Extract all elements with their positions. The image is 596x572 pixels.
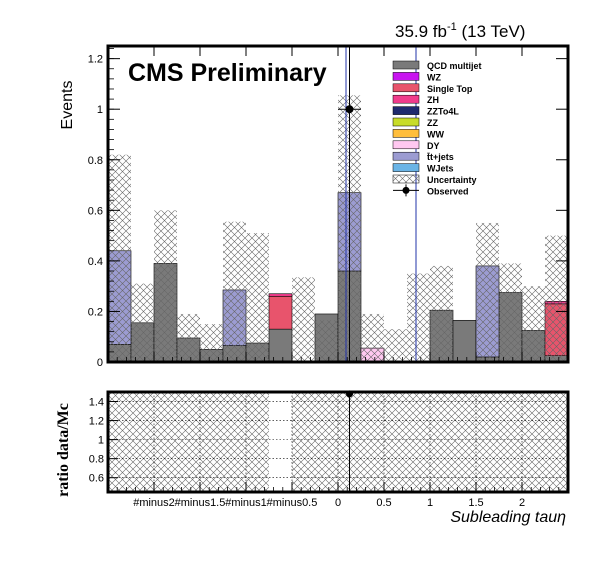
uncertainty-band-14 xyxy=(430,265,453,362)
uncertainty-band-1 xyxy=(131,283,154,362)
uncertainty-band-11 xyxy=(361,313,384,362)
legend-label-2: Single Top xyxy=(427,84,473,94)
x-axis-title: Subleading tauη xyxy=(450,509,566,526)
bar-3-7 xyxy=(268,293,293,297)
legend-swatch-8 xyxy=(392,151,420,161)
legend-label-1: WZ xyxy=(427,72,441,82)
uncertainty-band-2 xyxy=(154,210,177,362)
x-tick-label-8: 2 xyxy=(519,497,525,509)
legend-swatch-4 xyxy=(392,106,420,115)
ratio-y-tick-label-4: 1.4 xyxy=(89,397,104,409)
y-tick-label-5: 1 xyxy=(97,104,103,116)
y-tick-label-0: 0 xyxy=(97,357,103,369)
uncertainty-band-3 xyxy=(177,313,200,362)
legend-swatch-1 xyxy=(392,72,420,81)
ratio-y-tick-label-2: 1 xyxy=(98,435,104,447)
y-axis-title: Events xyxy=(59,81,76,130)
ratio-y-tick-label-1: 0.8 xyxy=(89,454,104,466)
uncertainty-band-0 xyxy=(108,154,131,362)
x-tick-label-5: 0.5 xyxy=(376,497,391,509)
lumi-label: 35.9 fb-1 (13 TeV) xyxy=(395,21,525,41)
ratio-plot: 0.6 0.8 1 1.2 1.4 #minus2 #minus1.5 #minus1 #min… xyxy=(89,390,570,509)
uncertainty-band-5 xyxy=(223,221,246,362)
legend-label-5: ZZ xyxy=(427,118,438,128)
x-tick-label-3: #minus0.5 xyxy=(267,497,318,509)
y-tick-label-6: 1.2 xyxy=(88,54,103,66)
y-tick-label-4: 0.8 xyxy=(88,155,103,167)
uncertainty-band-4 xyxy=(200,324,223,362)
legend-label-10: Uncertainty xyxy=(427,175,477,185)
ratio-y-tick-label-3: 1.2 xyxy=(89,416,104,428)
x-tick-label-2: #minus1 xyxy=(225,497,267,509)
legend-swatch-2 xyxy=(392,83,420,93)
legend-swatch-6 xyxy=(392,129,420,138)
legend-label-0: QCD multijet xyxy=(427,61,482,71)
ratio-y-axis-title: ratio data/Mc xyxy=(55,403,72,497)
uncertainty-band-12 xyxy=(384,329,407,362)
bar-2-7 xyxy=(268,295,293,330)
cms-label: CMS Preliminary xyxy=(128,59,327,87)
legend-label-9: WJets xyxy=(427,164,454,174)
legend-swatch-11 xyxy=(402,186,410,194)
x-tick-label-1: #minus1.5 xyxy=(175,497,226,509)
x-tick-label-7: 1.5 xyxy=(468,497,483,509)
x-tick-label-6: 1 xyxy=(427,497,433,509)
legend-label-4: ZZTo4L xyxy=(427,107,459,117)
legend-swatch-3 xyxy=(392,94,420,104)
x-tick-label-0: #minus2 xyxy=(133,497,175,509)
bar-0-7 xyxy=(268,328,293,363)
legend-label-11: Observed xyxy=(427,186,469,196)
legend-swatch-0 xyxy=(392,60,420,70)
legend-swatch-9 xyxy=(392,163,420,172)
uncertainty-band-16 xyxy=(476,222,499,362)
x-tick-label-4: 0 xyxy=(335,497,341,509)
legend-label-6: WW xyxy=(427,129,444,139)
legend-swatch-5 xyxy=(392,117,420,127)
legend-swatch-10 xyxy=(392,174,420,184)
y-tick-label-2: 0.4 xyxy=(88,256,103,268)
bar-0-15 xyxy=(452,319,477,363)
uncertainty-band-17 xyxy=(499,263,522,362)
uncertainty-band-18 xyxy=(522,286,545,362)
legend-swatch-7 xyxy=(392,140,420,150)
uncertainty-band-8 xyxy=(292,277,315,362)
legend-label-3: ZH xyxy=(427,95,439,105)
main-plot: 0 0.2 0.4 0.6 0.8 1 1.2 xyxy=(88,44,570,369)
ratio-y-tick-label-0: 0.6 xyxy=(89,473,104,485)
legend-label-7: DY xyxy=(427,141,440,151)
ratio-blank-bin xyxy=(269,393,292,491)
uncertainty-band-9 xyxy=(315,320,338,362)
y-tick-label-3: 0.6 xyxy=(88,205,103,217)
legend-label-8: t̄t+jets xyxy=(426,152,453,162)
observed-point xyxy=(345,105,354,114)
y-tick-label-1: 0.2 xyxy=(88,306,103,318)
uncertainty-band-6 xyxy=(246,233,269,362)
uncertainty-band-19 xyxy=(545,235,568,362)
uncertainty-band-13 xyxy=(407,273,430,362)
